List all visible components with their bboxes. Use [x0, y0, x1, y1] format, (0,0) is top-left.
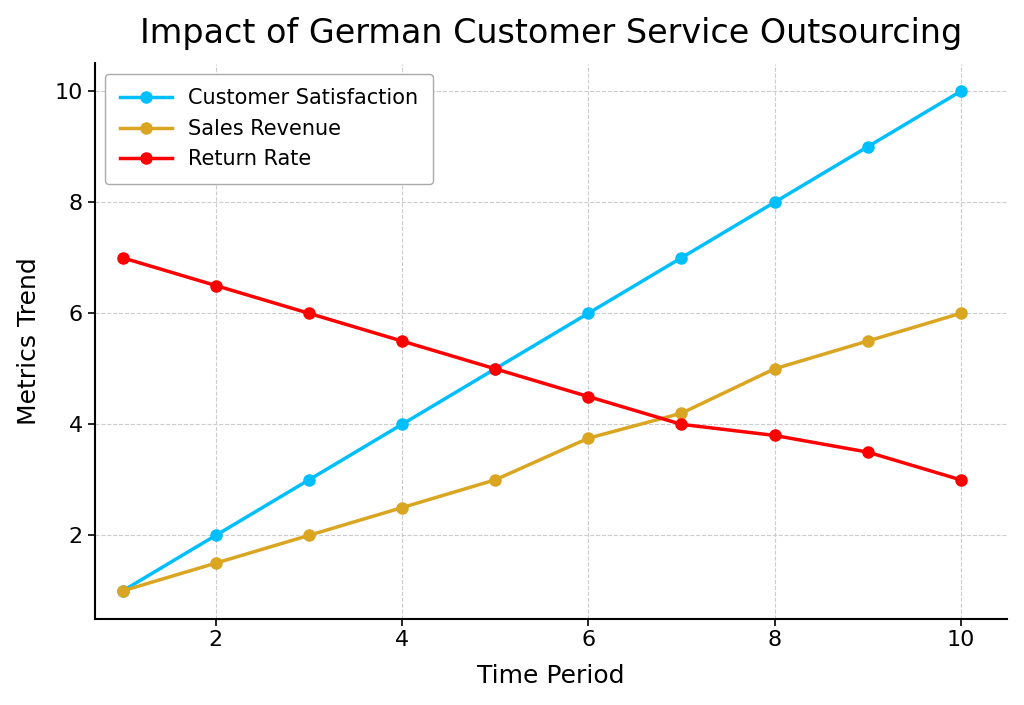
Return Rate	[675, 420, 687, 429]
Return Rate	[210, 281, 222, 290]
Return Rate	[768, 431, 780, 440]
Return Rate	[954, 476, 967, 484]
Sales Revenue	[861, 337, 873, 345]
Line: Customer Satisfaction: Customer Satisfaction	[117, 86, 967, 596]
Return Rate	[489, 364, 502, 373]
Line: Sales Revenue: Sales Revenue	[117, 308, 967, 596]
X-axis label: Time Period: Time Period	[477, 664, 625, 688]
Customer Satisfaction	[396, 420, 409, 429]
Customer Satisfaction	[675, 254, 687, 262]
Customer Satisfaction	[210, 531, 222, 539]
Sales Revenue	[954, 309, 967, 317]
Customer Satisfaction	[861, 142, 873, 151]
Sales Revenue	[303, 531, 315, 539]
Customer Satisfaction	[954, 87, 967, 95]
Return Rate	[861, 448, 873, 456]
Sales Revenue	[117, 587, 129, 595]
Return Rate	[582, 393, 594, 401]
Return Rate	[303, 309, 315, 317]
Return Rate	[117, 254, 129, 262]
Legend: Customer Satisfaction, Sales Revenue, Return Rate: Customer Satisfaction, Sales Revenue, Re…	[105, 74, 433, 184]
Line: Return Rate: Return Rate	[117, 252, 967, 486]
Customer Satisfaction	[582, 309, 594, 317]
Sales Revenue	[582, 434, 594, 443]
Title: Impact of German Customer Service Outsourcing: Impact of German Customer Service Outsou…	[140, 17, 963, 49]
Customer Satisfaction	[117, 587, 129, 595]
Sales Revenue	[489, 476, 502, 484]
Sales Revenue	[768, 364, 780, 373]
Sales Revenue	[396, 503, 409, 512]
Customer Satisfaction	[768, 198, 780, 207]
Customer Satisfaction	[303, 476, 315, 484]
Return Rate	[396, 337, 409, 345]
Sales Revenue	[675, 409, 687, 417]
Y-axis label: Metrics Trend: Metrics Trend	[16, 257, 41, 425]
Customer Satisfaction	[489, 364, 502, 373]
Sales Revenue	[210, 559, 222, 568]
